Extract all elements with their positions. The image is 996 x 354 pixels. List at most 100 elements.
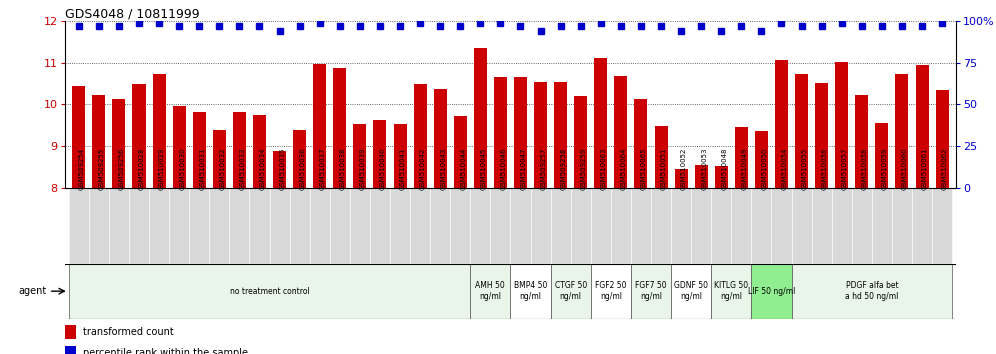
Text: GSM510048: GSM510048: [721, 147, 727, 190]
Bar: [374, 120, 386, 188]
Text: PDGF alfa bet
a hd 50 ng/ml: PDGF alfa bet a hd 50 ng/ml: [846, 281, 898, 301]
Bar: [551, 188, 571, 264]
Bar: [490, 188, 510, 264]
Bar: [450, 188, 470, 264]
Text: GSM509259: GSM509259: [581, 148, 587, 190]
Text: GSM510050: GSM510050: [761, 147, 767, 190]
Bar: [671, 188, 691, 264]
Text: GSM510046: GSM510046: [500, 147, 506, 190]
Text: GSM510034: GSM510034: [260, 147, 266, 190]
Bar: [270, 188, 290, 264]
Text: GSM509254: GSM509254: [79, 148, 85, 190]
Text: GSM510045: GSM510045: [480, 148, 486, 190]
Bar: [735, 127, 748, 188]
Bar: [209, 188, 229, 264]
Bar: [755, 131, 768, 188]
Bar: [413, 85, 426, 188]
Bar: [856, 95, 869, 188]
Bar: [65, 325, 76, 339]
Text: GSM510033: GSM510033: [239, 147, 245, 190]
Bar: [795, 74, 808, 188]
Bar: [875, 123, 888, 188]
Text: GDNF 50
ng/ml: GDNF 50 ng/ml: [674, 281, 708, 301]
Bar: [249, 188, 270, 264]
Text: GSM510041: GSM510041: [400, 147, 406, 190]
Text: GSM510062: GSM510062: [942, 147, 948, 190]
Bar: [69, 188, 89, 264]
Bar: [393, 124, 406, 188]
Text: agent: agent: [18, 286, 47, 296]
Bar: [330, 188, 350, 264]
Text: GSM510032: GSM510032: [219, 147, 225, 190]
Text: GSM510043: GSM510043: [440, 147, 446, 190]
Text: CTGF 50
ng/ml: CTGF 50 ng/ml: [555, 281, 587, 301]
Bar: [430, 188, 450, 264]
Text: GSM510030: GSM510030: [179, 147, 185, 190]
Bar: [494, 78, 507, 188]
Bar: [233, 112, 246, 188]
Bar: [554, 81, 567, 188]
Bar: [611, 188, 630, 264]
Text: GSM510044: GSM510044: [460, 148, 466, 190]
Bar: [65, 346, 76, 354]
Text: AMH 50
ng/ml: AMH 50 ng/ml: [475, 281, 505, 301]
Text: GSM510037: GSM510037: [320, 147, 326, 190]
Bar: [836, 62, 849, 188]
Text: GSM510057: GSM510057: [842, 147, 848, 190]
Text: percentile rank within the sample: percentile rank within the sample: [84, 348, 248, 354]
Bar: [93, 95, 106, 188]
Bar: [711, 188, 731, 264]
Bar: [152, 74, 165, 188]
Bar: [634, 99, 647, 188]
Bar: [390, 188, 410, 264]
Bar: [213, 130, 226, 188]
Bar: [129, 188, 149, 264]
Bar: [772, 188, 792, 264]
Text: GSM510058: GSM510058: [862, 147, 868, 190]
Text: no treatment control: no treatment control: [230, 287, 310, 296]
Bar: [470, 188, 490, 264]
Bar: [169, 188, 189, 264]
Bar: [694, 165, 708, 188]
Text: FGF7 50
ng/ml: FGF7 50 ng/ml: [635, 281, 666, 301]
Text: GSM510063: GSM510063: [601, 147, 607, 190]
Bar: [775, 59, 788, 188]
Bar: [132, 85, 145, 188]
Bar: [354, 124, 367, 188]
Bar: [792, 264, 952, 319]
Bar: [715, 166, 728, 188]
Bar: [310, 188, 330, 264]
Text: KITLG 50
ng/ml: KITLG 50 ng/ml: [714, 281, 748, 301]
Bar: [514, 78, 527, 188]
Bar: [591, 188, 611, 264]
Bar: [812, 188, 832, 264]
Bar: [109, 188, 129, 264]
Text: GSM510036: GSM510036: [300, 147, 306, 190]
Bar: [510, 264, 551, 319]
Bar: [69, 264, 470, 319]
Bar: [189, 188, 209, 264]
Bar: [671, 264, 711, 319]
Bar: [510, 188, 531, 264]
Text: GSM509258: GSM509258: [561, 148, 567, 190]
Bar: [73, 86, 86, 188]
Text: GSM510065: GSM510065: [641, 147, 647, 190]
Text: GSM509256: GSM509256: [119, 148, 124, 190]
Text: GSM510028: GSM510028: [139, 147, 145, 190]
Bar: [852, 188, 872, 264]
Bar: [630, 188, 651, 264]
Bar: [229, 188, 249, 264]
Text: transformed count: transformed count: [84, 327, 174, 337]
Text: GSM510038: GSM510038: [340, 147, 346, 190]
Bar: [273, 151, 286, 188]
Bar: [334, 68, 347, 188]
Bar: [912, 188, 932, 264]
Bar: [293, 130, 306, 188]
Text: GSM510042: GSM510042: [420, 148, 426, 190]
Text: GSM510061: GSM510061: [922, 147, 928, 190]
Bar: [149, 188, 169, 264]
Bar: [674, 169, 687, 188]
Text: LIF 50 ng/ml: LIF 50 ng/ml: [748, 287, 795, 296]
Bar: [891, 188, 912, 264]
Bar: [575, 96, 588, 188]
